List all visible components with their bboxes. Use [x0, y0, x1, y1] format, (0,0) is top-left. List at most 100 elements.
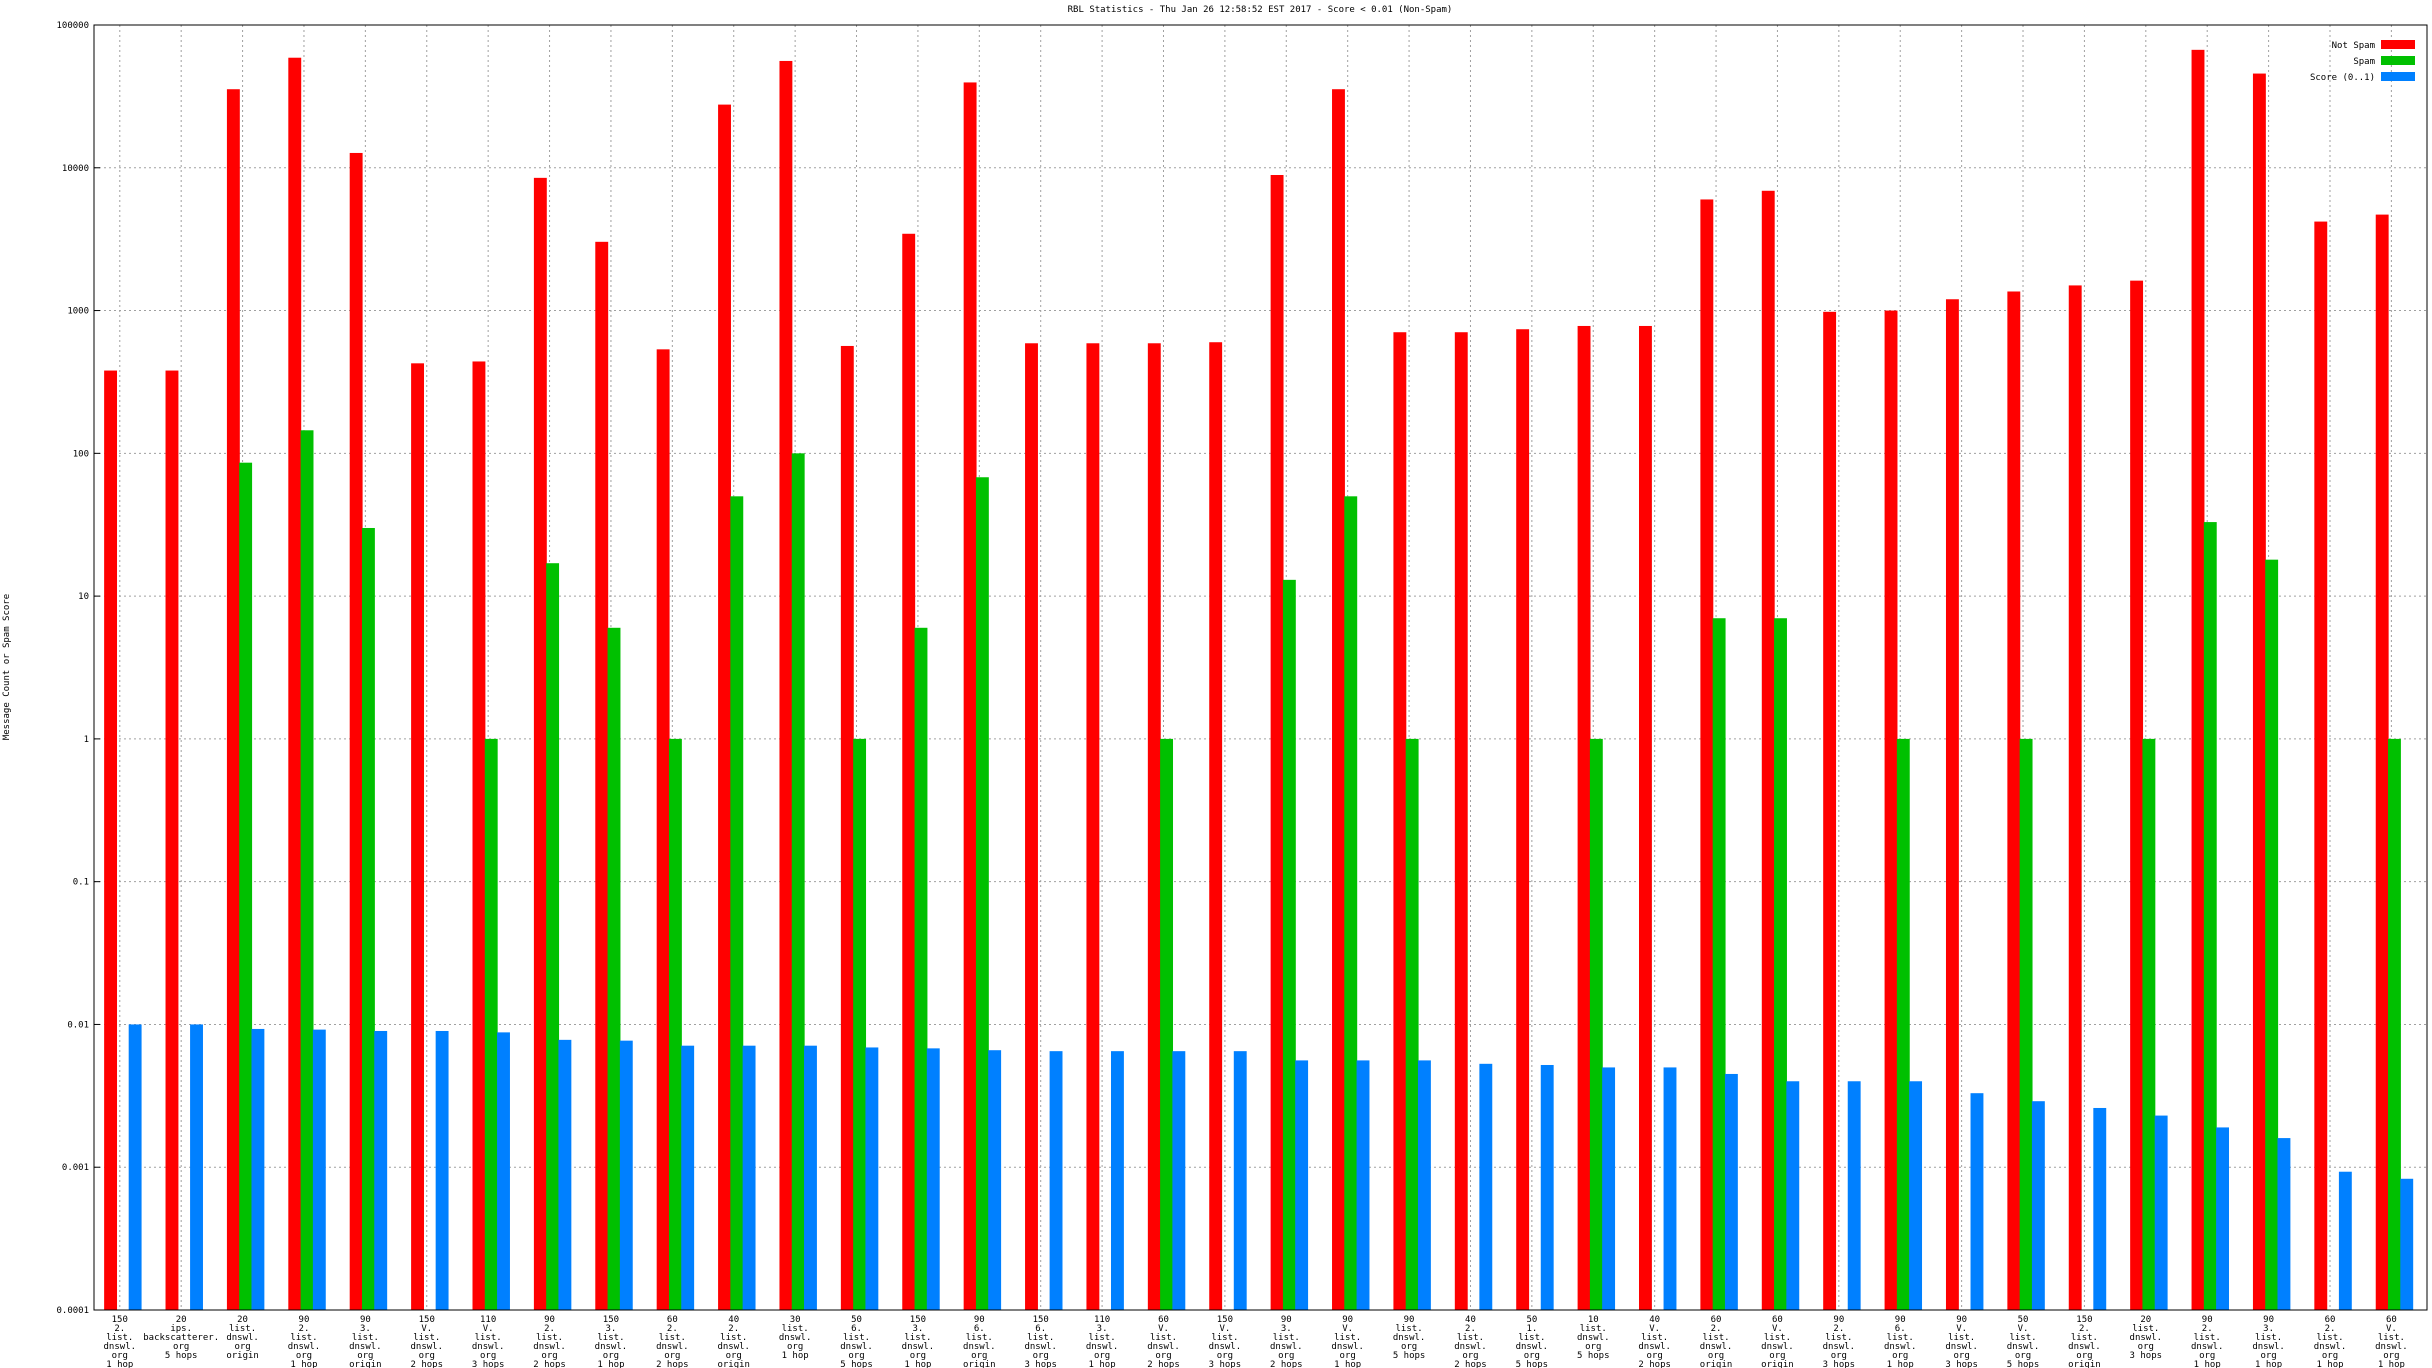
bar [779, 60, 793, 1311]
bar [1970, 1093, 1984, 1310]
x-tick-label: origin [717, 1360, 750, 1368]
x-tick-label: 10 [1588, 1315, 1599, 1325]
x-tick-label: 90 [974, 1315, 985, 1325]
x-tick-label: list. [352, 1333, 379, 1343]
x-tick-label: 1 hop [290, 1360, 317, 1368]
bar [1724, 1073, 1738, 1310]
x-tick-label: 2 hops [1454, 1360, 1487, 1368]
x-tick-label: org [296, 1351, 312, 1361]
bar [1638, 325, 1652, 1310]
x-tick-label: 2. [728, 1324, 739, 1334]
x-tick-label: 60 [2386, 1315, 2397, 1325]
x-tick-label: dnswl. [1270, 1342, 1303, 1352]
x-tick-label: 5 hops [165, 1351, 198, 1361]
x-tick-label: 60 [1158, 1315, 1169, 1325]
x-tick-label: list. [1027, 1333, 1054, 1343]
x-tick-label: list. [1641, 1333, 1668, 1343]
x-tick-label: org [1585, 1342, 1601, 1352]
x-tick-label: list. [475, 1333, 502, 1343]
plot-frame [93, 24, 2428, 1311]
bar [1945, 299, 1959, 1310]
x-tick-label: origin [2068, 1360, 2101, 1368]
legend-label: Score (0..1) [2310, 73, 2375, 83]
x-tick-label: org [1278, 1351, 1294, 1361]
x-tick-label: list. [2255, 1333, 2282, 1343]
bar [840, 345, 854, 1310]
bar [226, 89, 240, 1310]
x-tick-label: 2. [114, 1324, 125, 1334]
bar [668, 738, 682, 1310]
x-tick-label: list. [966, 1333, 993, 1343]
x-tick-label: dnswl. [1454, 1342, 1487, 1352]
bar [2252, 73, 2266, 1311]
y-tick-label: 100000 [56, 21, 89, 31]
x-tick-label: org [234, 1342, 250, 1352]
x-tick-label: org [419, 1351, 435, 1361]
bar [533, 177, 547, 1310]
x-tick-label: list. [843, 1333, 870, 1343]
x-tick-label: dnswl. [1331, 1342, 1364, 1352]
x-tick-label: 6. [974, 1324, 985, 1334]
bar [2314, 221, 2328, 1310]
bar [1111, 1051, 1124, 1310]
bar [546, 563, 560, 1310]
x-tick-label: 2 hops [656, 1360, 689, 1368]
x-tick-label: dnswl. [717, 1342, 750, 1352]
y-tick-label: 0.001 [62, 1163, 89, 1173]
x-tick-label: origin [226, 1351, 259, 1361]
bar [2130, 280, 2144, 1310]
x-tick-label: 1 hop [1334, 1360, 1361, 1368]
x-tick-label: org [1953, 1351, 1969, 1361]
x-tick-label: list. [2194, 1333, 2221, 1343]
x-tick-label: list. [536, 1333, 563, 1343]
x-tick-label: org [541, 1351, 557, 1361]
x-tick-label: dnswl. [104, 1342, 137, 1352]
bar [1405, 738, 1419, 1310]
x-tick-label: dnswl. [226, 1333, 259, 1343]
x-tick-label: list. [1273, 1333, 1300, 1343]
bar [190, 1024, 203, 1310]
x-tick-label: org [787, 1342, 803, 1352]
x-tick-label: dnswl. [2130, 1333, 2163, 1343]
x-tick-label: 1 hop [2255, 1360, 2282, 1368]
x-tick-label: 90 [1956, 1315, 1967, 1325]
bar [1602, 1067, 1616, 1310]
x-tick-label: 5 hops [1577, 1351, 1610, 1361]
y-tick-label: 1 [84, 735, 89, 745]
x-tick-label: 2. [2079, 1324, 2090, 1334]
x-tick-label: 20 [2140, 1315, 2151, 1325]
x-tick-label: ips. [170, 1324, 192, 1334]
x-tick-label: 3 hops [1024, 1360, 1057, 1368]
bar [1577, 325, 1591, 1310]
x-tick-label: 3 hops [2130, 1351, 2163, 1361]
bar [1540, 1064, 1554, 1310]
x-tick-label: dnswl. [1823, 1342, 1856, 1352]
bar [411, 363, 424, 1310]
bar [1209, 342, 1223, 1311]
x-tick-label: dnswl. [963, 1342, 996, 1352]
x-tick-label: org [2015, 1351, 2031, 1361]
x-tick-label: 60 [2325, 1315, 2336, 1325]
bar [1282, 579, 1296, 1310]
x-tick-label: 90 [1895, 1315, 1906, 1325]
bar [1700, 199, 1714, 1310]
bar [902, 233, 916, 1310]
bar [2191, 49, 2205, 1311]
x-tick-label: dnswl. [1024, 1342, 1057, 1352]
bar [1086, 343, 1100, 1310]
x-tick-label: list. [2071, 1333, 2098, 1343]
bar [804, 1045, 817, 1310]
x-tick-label: list. [290, 1333, 317, 1343]
bar [2400, 1178, 2414, 1310]
bar [2216, 1127, 2230, 1310]
bar [1823, 311, 1837, 1310]
x-tick-label: dnswl. [472, 1342, 505, 1352]
x-tick-label: dnswl. [2314, 1342, 2347, 1352]
bar [742, 1045, 756, 1310]
x-tick-label: dnswl. [1209, 1342, 1242, 1352]
x-tick-label: list. [2009, 1333, 2036, 1343]
x-tick-label: dnswl. [2375, 1342, 2408, 1352]
x-tick-label: list. [904, 1333, 931, 1343]
x-tick-label: dnswl. [533, 1342, 566, 1352]
x-tick-label: V. [2018, 1324, 2029, 1334]
